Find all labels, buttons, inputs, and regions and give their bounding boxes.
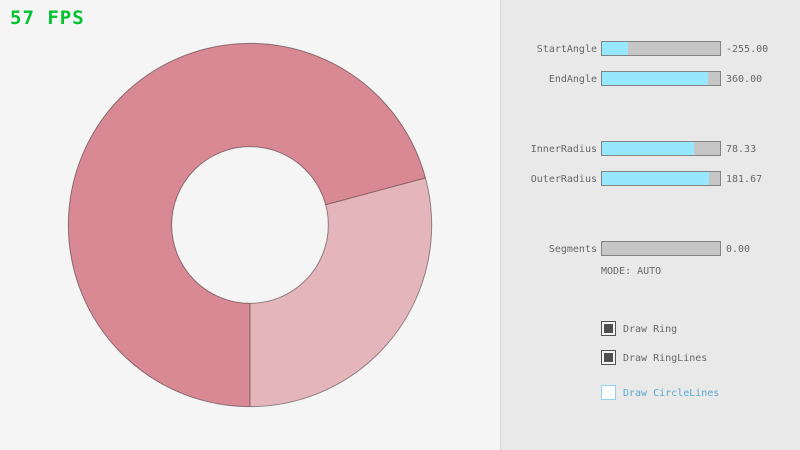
endangle-slider[interactable]: [601, 71, 721, 86]
checkbox-row-draw-ringlines: Draw RingLines: [501, 350, 800, 366]
startangle-value: -255.00: [726, 44, 769, 55]
ring-outline-lines: [67, 42, 433, 408]
outerradius-value: 181.67: [726, 174, 763, 185]
slider-row-endangle: EndAngle 360.00: [501, 71, 800, 86]
ring-annulus-double-pass: [68, 43, 426, 407]
startangle-label: StartAngle: [536, 44, 597, 55]
checkmark-icon: [604, 324, 613, 333]
endangle-value: 360.00: [726, 74, 763, 85]
segments-mode-text: MODE: AUTO: [601, 266, 662, 277]
draw-circlelines-label: Draw CircleLines: [623, 388, 720, 399]
slider-fill: [602, 72, 708, 85]
outerradius-label: OuterRadius: [530, 174, 597, 185]
slider-fill: [602, 172, 709, 185]
ring-canvas: [67, 42, 433, 408]
slider-row-innerradius: InnerRadius 78.33: [501, 141, 800, 156]
slider-row-outerradius: OuterRadius 181.67: [501, 171, 800, 186]
slider-row-startangle: StartAngle -255.00: [501, 41, 800, 56]
fps-counter: 57 FPS: [10, 7, 85, 29]
slider-fill: [602, 42, 628, 55]
draw-ringlines-label: Draw RingLines: [623, 353, 708, 364]
slider-row-segments: Segments 0.00: [501, 241, 800, 256]
segments-value: 0.00: [726, 244, 751, 255]
checkmark-icon: [604, 353, 613, 362]
innerradius-label: InnerRadius: [530, 144, 597, 155]
endangle-label: EndAngle: [548, 74, 597, 85]
draw-circlelines-checkbox[interactable]: [601, 385, 616, 400]
outerradius-slider[interactable]: [601, 171, 721, 186]
segments-label: Segments: [548, 244, 597, 255]
checkbox-row-draw-circlelines: Draw CircleLines: [501, 385, 800, 401]
draw-ring-checkbox[interactable]: [601, 321, 616, 336]
startangle-slider[interactable]: [601, 41, 721, 56]
segments-slider[interactable]: [601, 241, 721, 256]
draw-ring-label: Draw Ring: [623, 324, 678, 335]
innerradius-slider[interactable]: [601, 141, 721, 156]
draw-ringlines-checkbox[interactable]: [601, 350, 616, 365]
innerradius-value: 78.33: [726, 144, 757, 155]
controls-panel: StartAngle -255.00 EndAngle 360.00 Inner…: [500, 0, 800, 450]
checkbox-row-draw-ring: Draw Ring: [501, 321, 800, 337]
slider-fill: [602, 142, 694, 155]
